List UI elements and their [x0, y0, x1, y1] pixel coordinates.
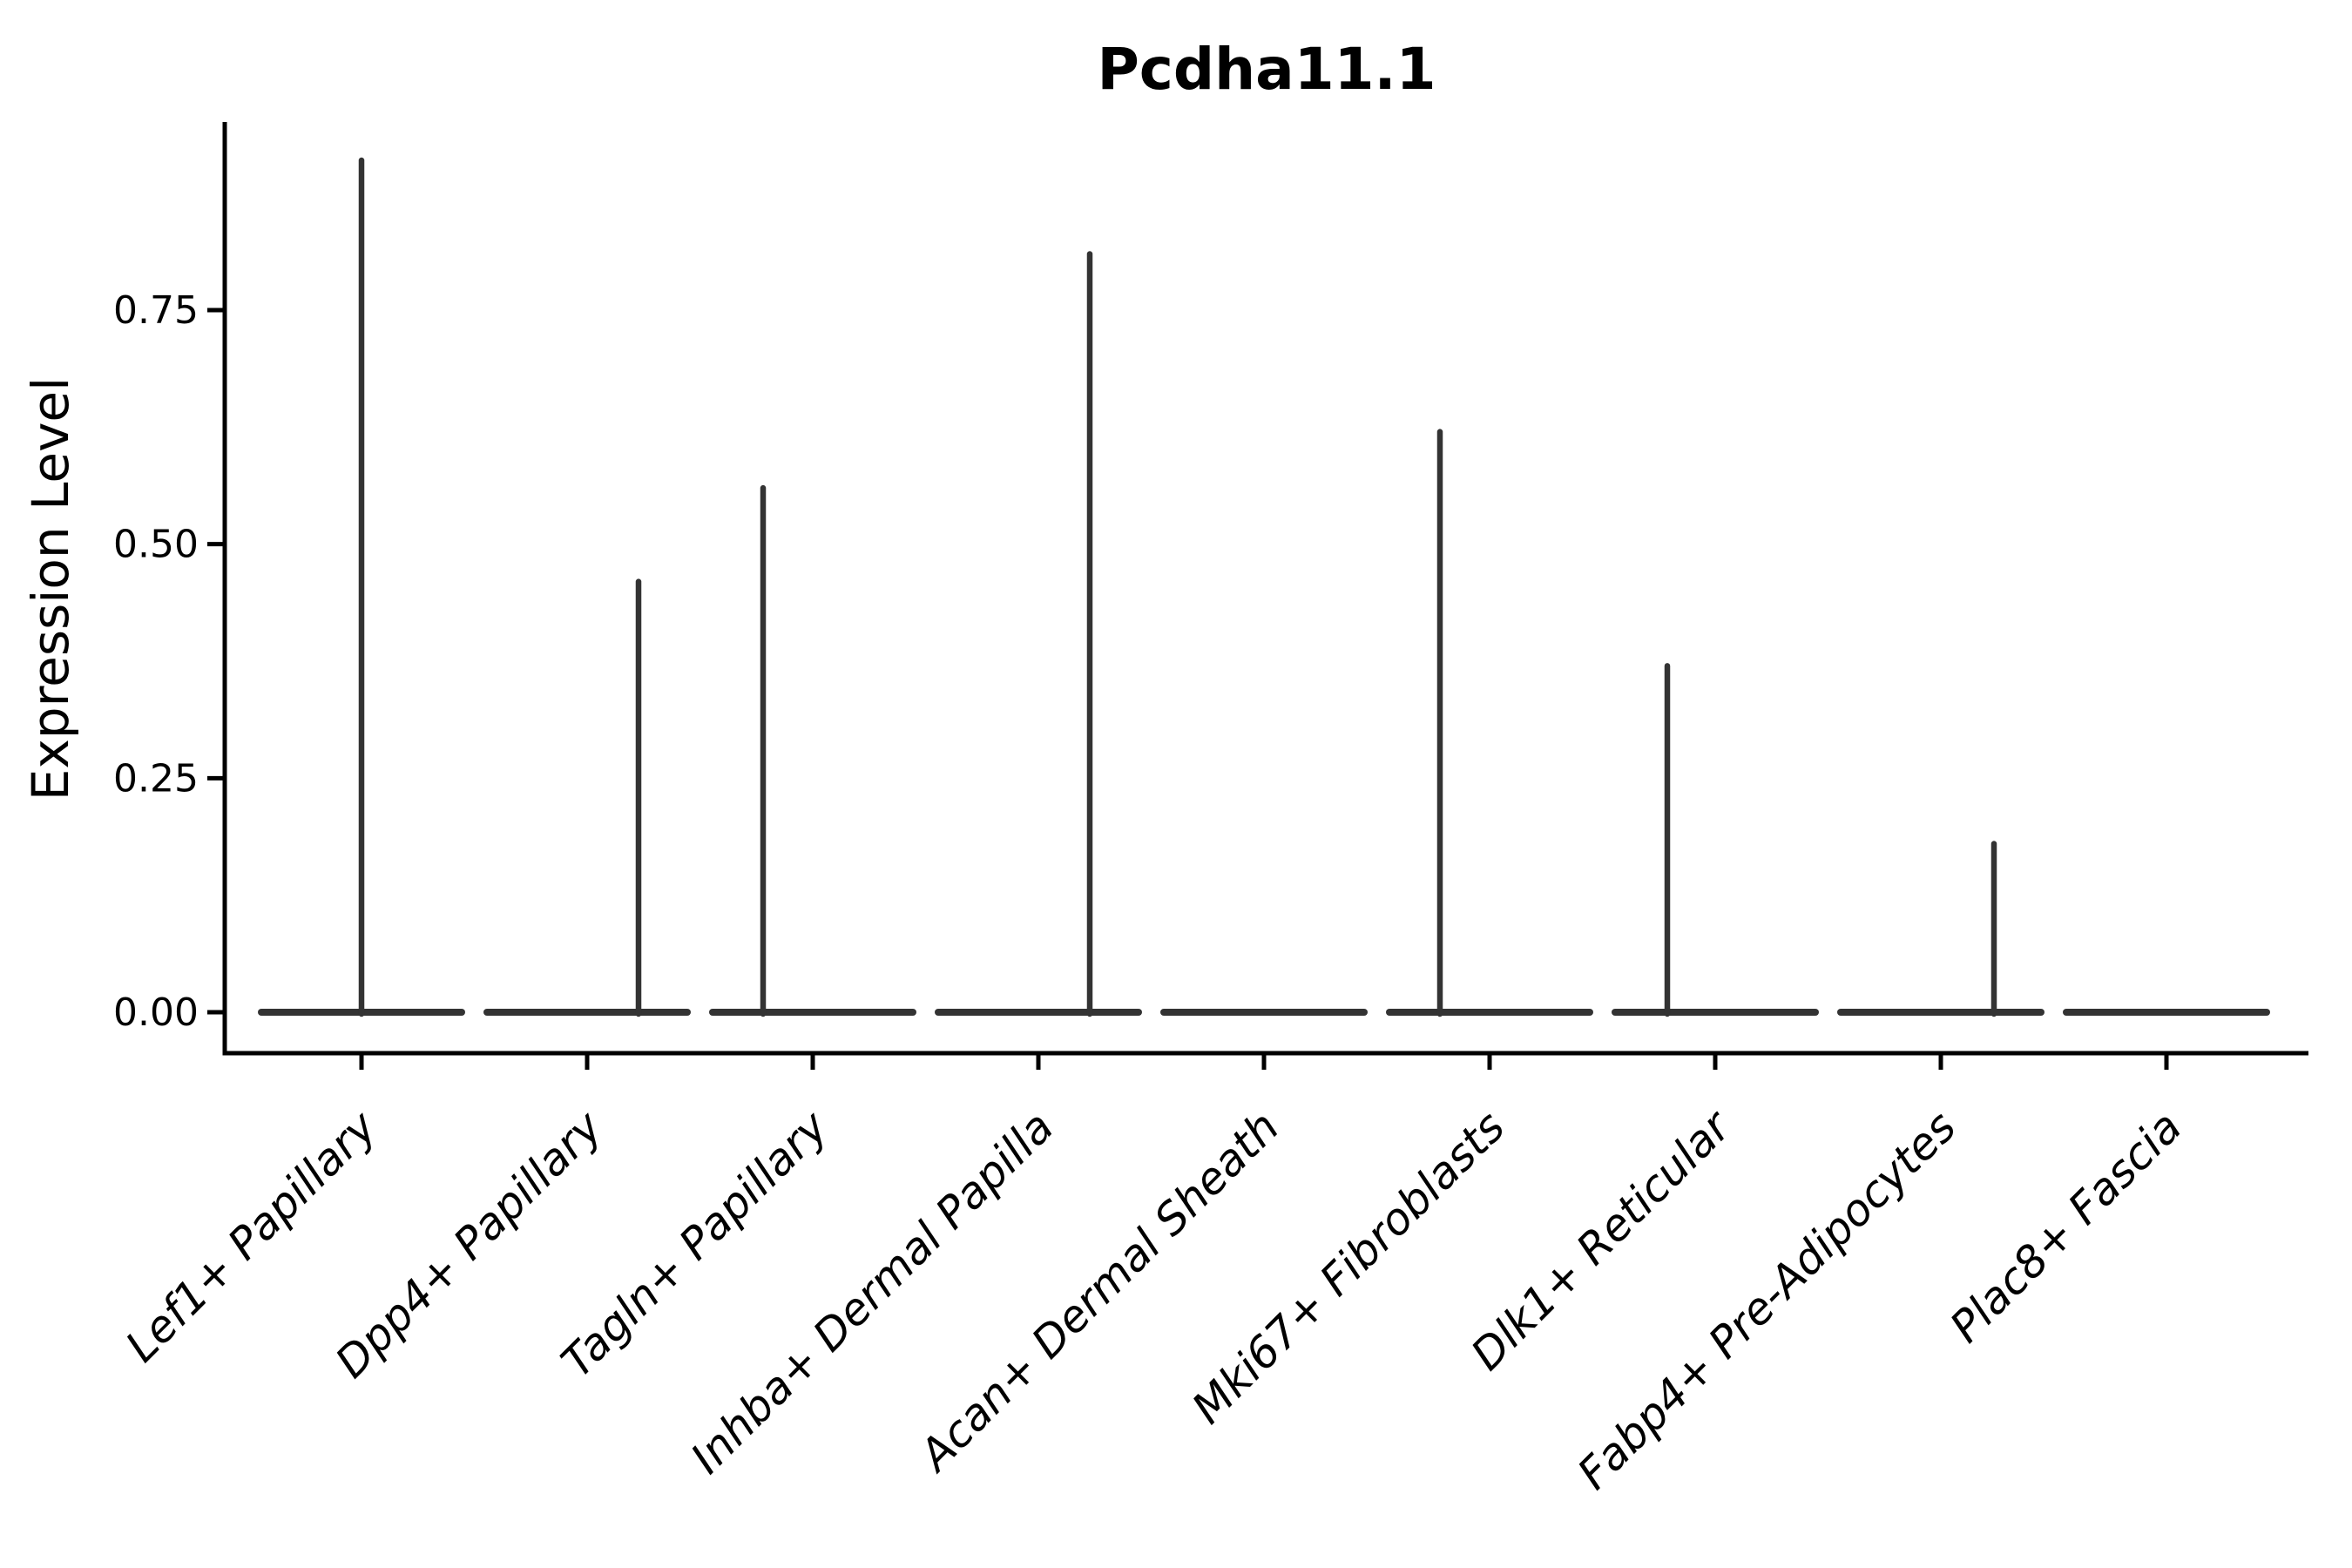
y-tick-label: 0.75: [113, 288, 199, 333]
x-tick-label: Fabp4+ Pre-Adipocytes: [1568, 1101, 1966, 1499]
violins-layer: [258, 157, 2270, 1017]
y-tick-label: 0.25: [113, 756, 199, 801]
violin-base: [935, 1009, 1142, 1016]
x-tick-label: Acan+ Dermal Sheath: [909, 1101, 1289, 1482]
y-axis-title: Expression Level: [21, 377, 80, 801]
violin-base: [483, 1009, 691, 1016]
ticks-layer: [207, 308, 2169, 1070]
violin-base: [1160, 1009, 1368, 1016]
chart-title: Pcdha11.1: [1097, 36, 1436, 103]
x-tick-label: Inhba+ Dermal Papilla: [681, 1101, 1063, 1483]
x-tick-label: Plac8+ Fascia: [1941, 1101, 2192, 1352]
violin-base: [1386, 1009, 1593, 1016]
violin-base: [1612, 1009, 1819, 1016]
violin-base: [1837, 1009, 2044, 1016]
y-tick-label: 0.00: [113, 990, 199, 1035]
y-tick-label: 0.50: [113, 523, 199, 567]
violin-base: [709, 1009, 916, 1016]
violin-base: [2063, 1009, 2270, 1016]
